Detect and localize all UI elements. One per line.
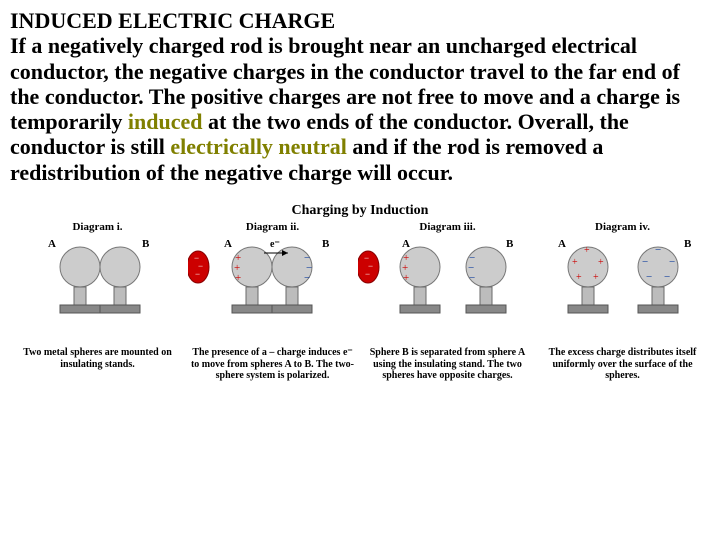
diagrams-subtitle: Charging by Induction: [10, 203, 710, 219]
diagram-1-svg: A B: [18, 235, 178, 325]
svg-text:−: −: [365, 269, 370, 279]
diagram-2-svg: A B − − − + + + − − − e⁻: [188, 235, 358, 325]
diagram-4-label: Diagram iv.: [595, 221, 650, 233]
svg-text:+: +: [235, 272, 241, 284]
diagram-2: Diagram ii. A B − − − + + + − − − e⁻: [185, 221, 360, 382]
svg-text:+: +: [572, 257, 578, 268]
diagram-1: Diagram i. A B Two metal spheres are mou…: [10, 221, 185, 382]
svg-text:−: −: [655, 244, 661, 256]
diagram-4: Diagram iv. A B + + + + + − − − − − The …: [535, 221, 710, 382]
diagram-3: Diagram iii. A B − − − + + + − − − S: [360, 221, 535, 382]
highlight-induced: induced: [128, 109, 203, 134]
label-b: B: [142, 238, 150, 250]
svg-text:+: +: [403, 272, 409, 284]
diagram-4-caption: The excess charge distributes itself uni…: [535, 347, 710, 382]
diagram-2-label: Diagram ii.: [246, 221, 299, 233]
page-title: INDUCED ELECTRIC CHARGE: [10, 8, 710, 33]
eminus-label: e⁻: [270, 239, 280, 250]
diagrams-row: Diagram i. A B Two metal spheres are mou…: [10, 221, 710, 382]
svg-text:+: +: [593, 272, 599, 283]
body-paragraph: If a negatively charged rod is brought n…: [10, 33, 710, 185]
svg-text:−: −: [469, 272, 475, 284]
diagram-1-label: Diagram i.: [72, 221, 122, 233]
svg-text:−: −: [642, 256, 648, 268]
svg-text:−: −: [195, 269, 200, 279]
label-b: B: [506, 238, 514, 250]
svg-text:+: +: [576, 272, 582, 283]
svg-text:+: +: [598, 257, 604, 268]
svg-text:−: −: [304, 272, 310, 284]
diagram-3-label: Diagram iii.: [419, 221, 475, 233]
diagram-1-caption: Two metal spheres are mounted on insulat…: [10, 347, 185, 370]
svg-text:−: −: [664, 271, 670, 283]
label-a: A: [402, 238, 410, 250]
label-b: B: [322, 238, 330, 250]
svg-text:−: −: [646, 271, 652, 283]
label-a: A: [48, 238, 56, 250]
label-b: B: [684, 238, 692, 250]
label-a: A: [224, 238, 232, 250]
diagram-2-caption: The presence of a – charge induces e⁻ to…: [185, 347, 360, 382]
diagram-4-svg: A B + + + + + − − − − −: [538, 235, 708, 325]
diagram-3-caption: Sphere B is separated from sphere A usin…: [360, 347, 535, 382]
diagram-3-svg: A B − − − + + + − − −: [358, 235, 538, 325]
svg-text:−: −: [669, 256, 675, 268]
highlight-electrically-neutral: electrically neutral: [170, 134, 347, 159]
svg-text:+: +: [584, 245, 590, 256]
label-a: A: [558, 238, 566, 250]
